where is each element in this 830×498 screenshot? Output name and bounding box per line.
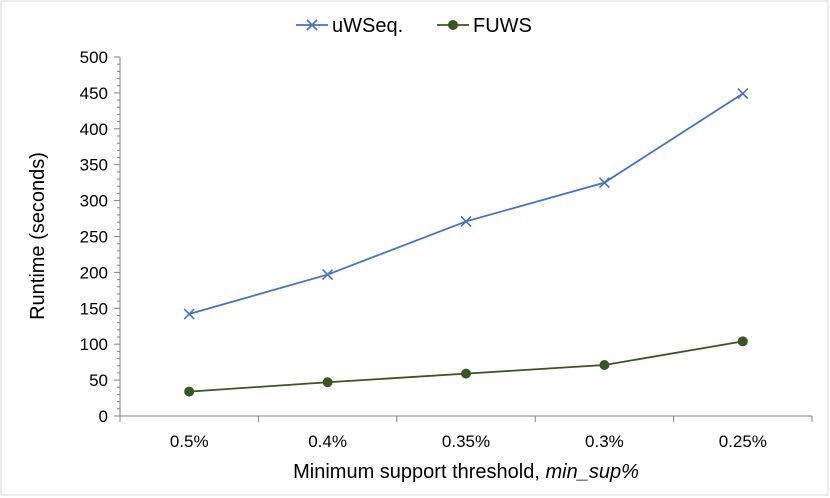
legend-entry: uWSeq.	[296, 15, 403, 37]
series-fuws	[184, 336, 748, 397]
y-tick-label: 500	[80, 48, 108, 67]
y-tick-label: 0	[99, 407, 108, 426]
y-tick-label: 200	[80, 263, 108, 282]
data-point	[306, 19, 318, 31]
y-tick-label: 150	[80, 299, 108, 318]
data-point	[461, 368, 471, 379]
y-tick-label: 250	[80, 228, 108, 247]
x-axis-label: Minimum support threshold, min_sup%	[293, 461, 639, 483]
y-tick-label: 50	[89, 371, 108, 390]
y-tick-label: 300	[80, 192, 108, 211]
legend-label: FUWS	[473, 15, 532, 37]
x-axis-label-italic: min_sup%	[545, 461, 638, 483]
data-point	[737, 336, 748, 347]
data-point	[448, 20, 458, 30]
data-point	[598, 177, 610, 189]
x-axis-label-main: Minimum support threshold,	[293, 461, 545, 483]
series-layer	[183, 88, 749, 397]
legend-entry: FUWS	[437, 15, 532, 37]
x-tick-label: 0.25%	[719, 432, 767, 451]
y-tick-label: 100	[80, 335, 108, 354]
data-point	[322, 268, 334, 281]
axes: 0 50 100 150 200 250 300 350 400 450 500 0.5% 0.4% 0.…	[80, 48, 813, 451]
y-tick-label: 350	[80, 156, 108, 175]
legend: uWSeq. FUWS	[296, 15, 532, 37]
data-point	[184, 386, 195, 397]
y-axis-label: Runtime (seconds)	[27, 152, 49, 320]
data-point	[183, 308, 195, 320]
y-tick-label: 400	[80, 120, 108, 139]
data-point	[599, 360, 610, 371]
data-point	[737, 88, 749, 100]
series-uwseq	[183, 88, 749, 320]
legend-label: uWSeq.	[332, 15, 403, 37]
data-point	[460, 215, 472, 227]
x-tick-label: 0.5%	[170, 432, 209, 451]
x-tick-label: 0.4%	[308, 432, 347, 451]
data-point	[322, 377, 333, 388]
y-tick-label: 450	[80, 84, 108, 103]
x-tick-label: 0.35%	[442, 432, 490, 451]
x-tick-label: 0.3%	[585, 432, 624, 451]
